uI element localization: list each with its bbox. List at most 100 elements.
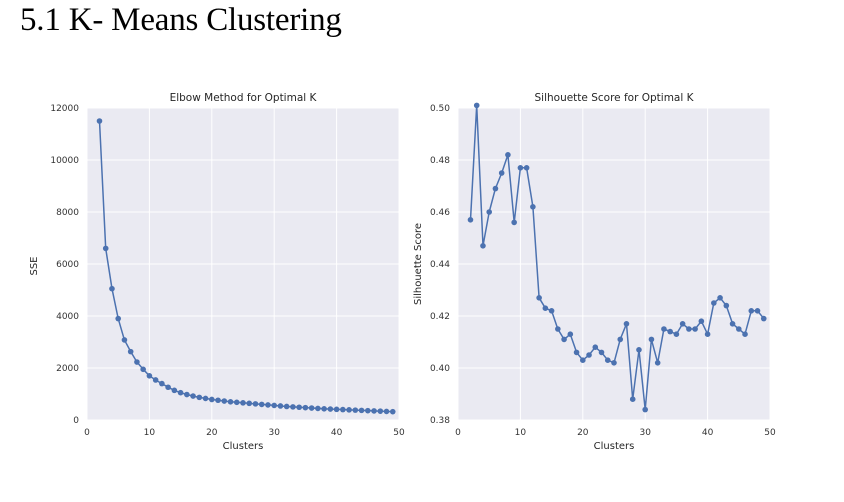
silhouette-point: [580, 357, 586, 364]
elbow-point: [321, 406, 327, 412]
silhouette-point: [548, 308, 555, 314]
elbow-point: [209, 396, 215, 403]
elbow-point: [271, 402, 278, 409]
elbow-point: [146, 373, 153, 379]
silhouette-point: [692, 326, 698, 332]
silhouette-point: [642, 406, 648, 413]
elbow-xtick-label: 30: [268, 428, 280, 438]
silhouette-point: [704, 331, 711, 338]
elbow-point: [227, 399, 234, 405]
elbow-point: [240, 400, 246, 406]
elbow-ytick-label: 4000: [56, 312, 79, 322]
silhouette-point: [667, 328, 673, 335]
silhouette-point: [748, 308, 755, 314]
elbow-ylabel: SSE: [29, 256, 40, 275]
elbow-point: [315, 405, 321, 412]
silhouette-point: [661, 326, 667, 332]
elbow-point: [165, 384, 171, 391]
elbow-title: Elbow Method for Optimal K: [170, 92, 318, 104]
silhouette-point: [517, 165, 524, 171]
elbow-point: [352, 407, 359, 413]
silhouette-point: [561, 336, 567, 343]
silhouette-point: [736, 326, 742, 332]
silhouette-xtick-label: 30: [639, 428, 651, 438]
silhouette-point: [592, 344, 599, 351]
elbow-point: [333, 406, 340, 413]
silhouette-point: [542, 305, 549, 312]
elbow-point: [109, 285, 115, 292]
elbow-point: [290, 404, 296, 410]
elbow-ytick-label: 2000: [56, 364, 79, 374]
elbow-point: [134, 359, 140, 365]
silhouette-point: [729, 321, 736, 327]
elbow-point: [177, 389, 184, 396]
silhouette-ytick-label: 0.38: [430, 416, 450, 426]
elbow-point: [96, 118, 103, 124]
silhouette-ytick-label: 0.48: [430, 156, 450, 166]
elbow-point: [296, 404, 302, 411]
elbow-chart: 0 10 20 30 40 50 0 2000 4000 6000 8000 10000 12000 El…: [29, 92, 405, 452]
silhouette-point: [536, 295, 542, 301]
silhouette-xtick-label: 20: [577, 428, 589, 438]
elbow-point: [383, 408, 390, 415]
silhouette-point: [530, 204, 536, 210]
silhouette-point: [648, 336, 655, 343]
silhouette-point: [698, 318, 705, 325]
elbow-ytick-label: 12000: [50, 104, 79, 114]
silhouette-xtick-label: 50: [764, 428, 776, 438]
silhouette-point: [480, 243, 486, 249]
silhouette-ytick-label: 0.50: [430, 104, 450, 114]
elbow-point: [252, 401, 259, 407]
elbow-point: [283, 403, 290, 410]
elbow-point: [115, 315, 121, 322]
elbow-point: [389, 408, 396, 415]
silhouette-point: [711, 300, 717, 306]
silhouette-ylabel: Silhouette Score: [413, 223, 424, 305]
elbow-point: [302, 404, 309, 411]
elbow-point: [340, 406, 346, 413]
elbow-point: [308, 405, 315, 411]
silhouette-point: [523, 165, 530, 171]
silhouette-point: [498, 170, 505, 176]
silhouette-point: [673, 331, 680, 338]
elbow-point: [140, 366, 146, 373]
silhouette-ytick-label: 0.42: [430, 312, 450, 322]
silhouette-xtick-label: 0: [455, 428, 461, 438]
silhouette-ytick-label: 0.40: [430, 364, 450, 374]
silhouette-point: [604, 357, 611, 364]
elbow-point: [246, 400, 253, 407]
elbow-point: [221, 398, 228, 404]
elbow-point: [377, 408, 384, 414]
silhouette-point: [754, 308, 761, 314]
silhouette-point: [654, 360, 661, 366]
silhouette-ytick-label: 0.46: [430, 208, 450, 218]
silhouette-point: [742, 331, 748, 338]
silhouette-point: [617, 336, 624, 343]
elbow-point: [121, 337, 128, 343]
elbow-xtick-label: 50: [393, 428, 405, 438]
silhouette-title: Silhouette Score for Optimal K: [534, 92, 694, 104]
silhouette-ytick-label: 0.44: [430, 260, 450, 270]
elbow-xtick-label: 10: [144, 428, 156, 438]
elbow-point: [346, 407, 352, 413]
silhouette-point: [679, 321, 686, 327]
elbow-point: [277, 403, 284, 409]
silhouette-point: [567, 331, 574, 338]
silhouette-point: [486, 209, 493, 215]
silhouette-point: [555, 326, 561, 332]
silhouette-point: [717, 295, 723, 301]
silhouette-chart: 0 10 20 30 40 50 0.38 0.40 0.42 0.44 0.46 0.48 0.50 S…: [413, 92, 776, 452]
elbow-point: [233, 399, 240, 406]
elbow-point: [358, 407, 365, 414]
elbow-xtick-label: 40: [331, 428, 343, 438]
silhouette-point: [686, 326, 692, 332]
elbow-point: [159, 380, 165, 387]
elbow-ytick-label: 0: [73, 416, 79, 426]
elbow-point: [127, 348, 134, 355]
elbow-ytick-label: 6000: [56, 260, 79, 270]
elbow-point: [171, 387, 178, 394]
elbow-ytick-label: 10000: [50, 156, 79, 166]
silhouette-point: [467, 217, 474, 223]
silhouette-point: [623, 321, 630, 327]
elbow-point: [365, 407, 371, 414]
